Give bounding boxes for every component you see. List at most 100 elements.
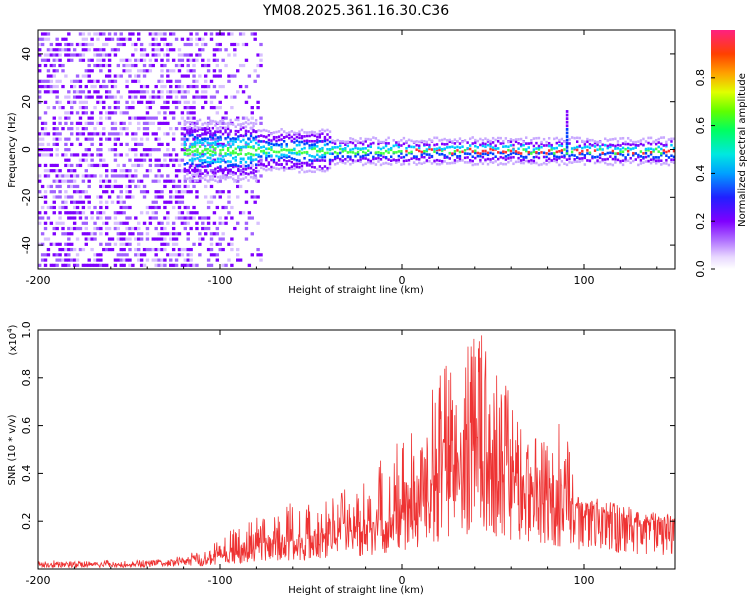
spectrogram-cell <box>198 232 202 236</box>
spectrogram-cell <box>216 175 220 179</box>
spectrogram-cell <box>215 48 220 52</box>
spectrogram-cell <box>163 121 167 125</box>
spectrogram-cell <box>209 247 214 252</box>
spectrogram-cell <box>253 195 257 199</box>
spectrogram-cell <box>262 145 265 149</box>
spectrogram-cell <box>494 147 497 150</box>
spectrogram-cell <box>78 95 83 99</box>
spectrogram-cell <box>234 133 237 136</box>
spectrogram-cell <box>227 53 231 57</box>
spectrogram-cell <box>443 160 446 163</box>
spectrogram-cell <box>234 164 237 168</box>
spectrogram-cell <box>423 161 426 165</box>
spectrogram-cell <box>321 154 324 157</box>
spectrogram-cell <box>224 221 228 225</box>
spectrogram-cell <box>331 152 334 156</box>
spectrogram-cell <box>154 158 158 162</box>
spectrogram-cell <box>201 172 204 175</box>
spectrogram-cell <box>139 116 144 120</box>
spectrogram-cell <box>40 258 45 262</box>
spectrogram-cell <box>113 148 118 152</box>
spectrogram-cell <box>392 151 395 154</box>
spectrogram-cell <box>412 156 416 160</box>
spectrogram-cell <box>163 84 167 89</box>
spectrogram-cell <box>52 263 56 267</box>
spectrogram-cell <box>341 159 344 162</box>
spectrogram-cell <box>252 136 255 140</box>
spectrogram-cell <box>61 153 65 157</box>
spectrogram-cell <box>154 132 158 136</box>
spectrogram-cell <box>250 106 254 110</box>
spectrogram-cell <box>311 133 314 137</box>
spectrogram-cell <box>154 216 158 220</box>
spectrogram-cell <box>423 139 426 143</box>
spectrogram-cell <box>180 148 185 152</box>
spectrogram-cell <box>250 195 254 199</box>
spectrogram-cell <box>321 146 324 150</box>
spectrogram-cell <box>219 144 222 147</box>
spectrogram-cell <box>639 142 643 146</box>
spectrogram-cell <box>81 100 86 104</box>
spectrogram-cell <box>125 142 129 147</box>
spectrogram-cell <box>288 148 291 152</box>
spectrogram-cell <box>72 100 77 104</box>
spectrogram-cell <box>137 90 141 94</box>
spectrogram-cell <box>555 158 559 161</box>
spectrogram-cell <box>67 111 71 115</box>
spectrogram-cell <box>326 128 329 132</box>
spectrogram-cell <box>193 130 197 133</box>
spectrogram-cell <box>565 127 569 131</box>
spectrogram-cell <box>563 162 566 165</box>
spectrogram-cell <box>234 125 237 129</box>
spectrogram-cell <box>517 147 520 151</box>
spectrogram-cell <box>275 163 278 166</box>
spectrogram-cell <box>586 137 589 141</box>
spectrogram-cell <box>604 137 607 141</box>
spectrogram-cell <box>226 176 230 179</box>
spectrogram-cell <box>78 211 83 215</box>
spectrogram-cell <box>70 195 74 199</box>
spectrogram-cell <box>206 179 209 183</box>
spectrogram-cell <box>267 143 271 147</box>
spectrogram-cell <box>201 216 205 220</box>
spectrogram-cell <box>81 247 86 252</box>
spectrogram-cell <box>171 90 176 94</box>
spectrogram-cell <box>58 48 62 52</box>
spectrogram-cell <box>67 137 71 141</box>
spectrogram-cell <box>387 136 390 140</box>
spectrogram-cell <box>81 106 86 110</box>
spectrogram-cell <box>128 90 132 94</box>
spectrogram-cell <box>122 247 126 252</box>
spectrogram-cell <box>509 144 513 147</box>
spectrogram-cell <box>384 161 388 165</box>
spectrogram-cell <box>321 169 324 173</box>
spectrogram-cell <box>38 211 42 215</box>
spectrogram-cell <box>244 42 249 47</box>
spectrogram-cell <box>665 159 668 162</box>
spectrogram-cell <box>154 42 158 47</box>
spectrogram-cell <box>160 84 164 89</box>
spectrogram-cell <box>621 146 625 150</box>
spectrogram-cell <box>157 195 161 199</box>
spectrogram-cell <box>58 53 62 57</box>
spectrogram-cell <box>166 142 170 147</box>
spectrogram-cell <box>201 106 205 110</box>
spectrogram-cell <box>230 74 234 78</box>
spectrogram-cell <box>573 154 576 157</box>
spectrogram-cell <box>154 116 158 120</box>
spectrogram-cell <box>226 133 230 137</box>
spectrogram-cell <box>196 126 199 129</box>
spectrogram-cell <box>233 226 237 231</box>
spectrogram-cell <box>644 147 648 151</box>
spectrogram-cell <box>180 127 185 131</box>
spectrogram-cell <box>471 163 474 167</box>
spectrogram-cell <box>102 32 106 36</box>
spectrogram-cell <box>196 157 199 160</box>
spectrogram-cell <box>102 127 106 131</box>
spectrogram-cell <box>438 139 441 142</box>
spectrogram-cell <box>81 179 86 183</box>
spectrogram-cell <box>468 137 472 141</box>
spectrogram-cell <box>318 147 322 151</box>
spectrogram-cell <box>670 143 673 147</box>
spectrogram-cell <box>313 144 316 148</box>
